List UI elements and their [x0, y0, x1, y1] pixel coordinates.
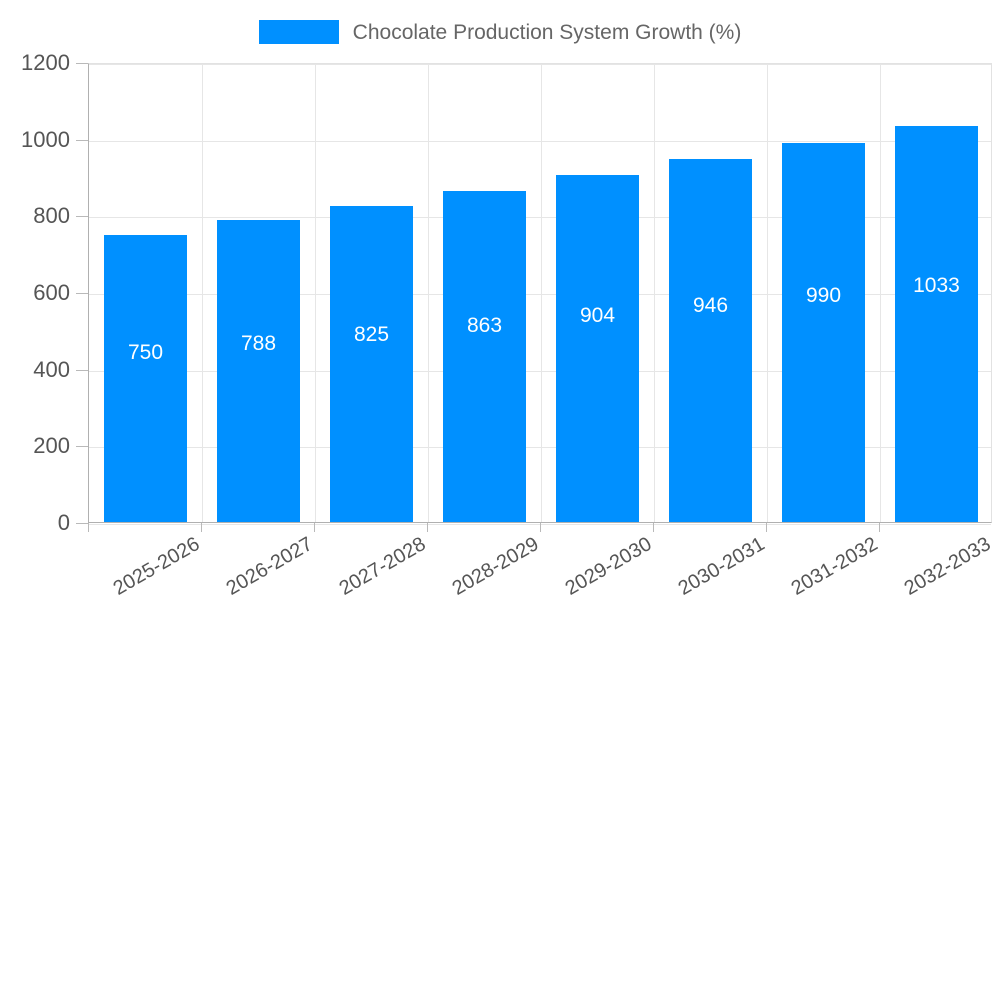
gridline-vertical: [654, 64, 655, 522]
bars-layer: 750 788 825 863 904 946 990 1033: [89, 64, 991, 522]
bar-value-label: 750: [127, 341, 164, 365]
bar[interactable]: 863: [442, 191, 527, 522]
legend-color-swatch-icon: [258, 20, 339, 44]
x-axis-tick-mark: [427, 523, 428, 532]
x-axis-tick-mark: [879, 523, 880, 532]
vertical-gridlines: [89, 64, 991, 522]
y-axis-tick-label: 1200: [21, 50, 70, 75]
x-axis-tick-mark: [540, 523, 541, 532]
y-axis-tick-label: 1000: [21, 126, 70, 152]
bar[interactable]: 990: [781, 142, 866, 522]
legend-item-series-0[interactable]: Chocolate Production System Growth (%): [258, 20, 742, 44]
y-axis-tick-mark: [76, 293, 88, 294]
y-axis-tick-mark: [76, 369, 88, 371]
y-axis-tick-marks: [0, 63, 88, 524]
y-axis-tick-mark: [76, 139, 88, 141]
bar[interactable]: 904: [555, 175, 640, 522]
gridline: [89, 64, 991, 65]
y-axis-tick-mark: [76, 523, 88, 524]
y-axis-tick-mark: [76, 216, 88, 218]
x-axis-tick-mark: [766, 523, 767, 532]
gridline: [89, 140, 991, 142]
gridline: [89, 370, 991, 372]
gridline-vertical: [767, 64, 768, 522]
y-axis-tick-label: 0: [57, 510, 70, 535]
plot-area: 750 788 825 863 904 946 990 1033: [88, 63, 992, 525]
gridline: [89, 447, 991, 449]
x-axis-tick-mark: [314, 523, 315, 532]
bar-value-label: 863: [466, 314, 503, 338]
x-axis-tick-labels: 2025-2026 2026-2027 2027-2028 2028-2029 2029…: [88, 533, 995, 600]
x-axis-tick-marks: [88, 523, 992, 533]
bar[interactable]: 946: [668, 159, 753, 522]
bar-value-label: 825: [353, 323, 390, 347]
y-axis-tick-label: 400: [33, 356, 70, 382]
gridline: [89, 217, 991, 219]
gridline-vertical: [880, 64, 881, 522]
gridline-vertical: [541, 64, 542, 522]
gridline-vertical: [428, 64, 429, 522]
y-axis-tick-label: 200: [33, 433, 70, 459]
x-axis-tick-label: 2026-2027: [222, 533, 317, 600]
bar-value-label: 788: [240, 332, 277, 356]
y-axis-tick-mark: [76, 446, 88, 448]
y-axis-tick-labels: 0 200 400 600 800 1000 1200: [0, 52, 70, 534]
bar-value-label: 904: [579, 304, 616, 328]
x-axis-tick-mark: [653, 523, 654, 532]
bar[interactable]: 825: [329, 205, 414, 522]
y-axis-tick-label: 800: [33, 203, 70, 229]
bar-value-label: 1033: [913, 273, 960, 297]
gridline-vertical: [315, 64, 316, 522]
bar[interactable]: 750: [103, 234, 188, 522]
y-axis-tick-mark: [76, 63, 88, 64]
bar[interactable]: 788: [216, 219, 301, 522]
bar-value-label: 990: [805, 283, 842, 307]
gridline: [89, 294, 991, 295]
y-axis-tick-label: 600: [33, 280, 70, 305]
bar-chart: Chocolate Production System Growth (%) 0…: [0, 14, 1000, 600]
x-axis-tick-mark: [201, 523, 202, 532]
legend-label: Chocolate Production System Growth (%): [352, 20, 742, 44]
bar-value-label: 946: [692, 294, 729, 318]
chart-legend: Chocolate Production System Growth (%): [0, 14, 1000, 50]
bar[interactable]: 1033: [894, 126, 979, 522]
x-axis-tick-mark: [88, 523, 89, 532]
x-axis-tick-label: 2025-2026: [109, 533, 204, 600]
gridline-vertical: [202, 64, 203, 522]
